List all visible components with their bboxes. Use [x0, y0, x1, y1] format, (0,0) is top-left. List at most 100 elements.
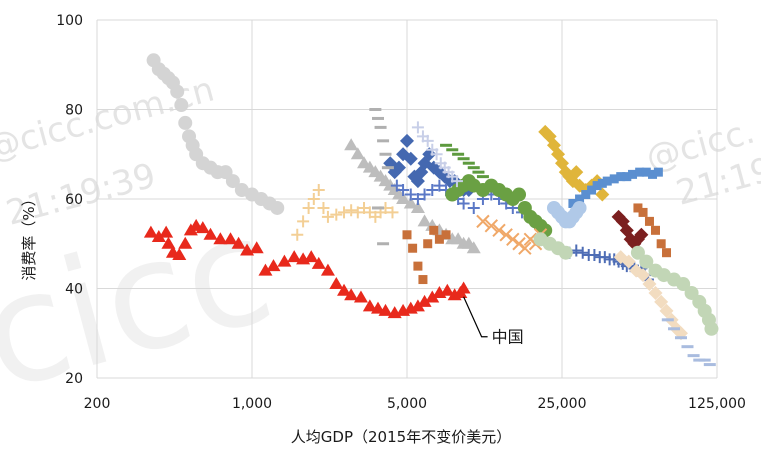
data-point-square: [413, 261, 423, 271]
data-point-triangle: [466, 241, 481, 254]
data-point-dash: [476, 175, 489, 179]
data-point-square: [418, 275, 428, 285]
data-point-triangle: [371, 301, 386, 314]
data-point-triangle: [143, 225, 158, 238]
data-point-triangle: [266, 259, 281, 272]
data-point-diamond: [654, 294, 669, 309]
data-point-triangle: [223, 232, 238, 245]
data-point-square: [609, 174, 619, 184]
data-point-square: [568, 198, 578, 208]
tick-labels: 20 40 60 80 100 200 1,000 5,000 25,000 125,000: [56, 13, 746, 412]
data-point-square: [441, 230, 451, 240]
data-point-plus: [317, 201, 330, 214]
data-point-dash: [661, 318, 674, 322]
data-point-plus: [351, 206, 364, 219]
data-point-triangle: [337, 283, 352, 296]
data-point-triangle: [344, 288, 359, 301]
data-point-triangle: [151, 230, 166, 243]
y-tick-label: 100: [56, 13, 83, 29]
data-point-plus: [321, 210, 334, 223]
data-point-cross: [492, 223, 506, 238]
data-point-triangle: [440, 283, 455, 296]
annotation-label: 中国: [492, 328, 524, 347]
data-point-circle: [225, 174, 240, 189]
data-point-dash: [668, 327, 681, 331]
data-point-circle: [639, 254, 654, 269]
data-point-triangle: [362, 299, 377, 312]
data-point-plus: [411, 121, 424, 134]
data-point-cross: [499, 228, 513, 242]
data-point-circle: [178, 115, 193, 130]
data-point-dash: [374, 125, 387, 129]
data-point-triangle: [378, 303, 393, 316]
data-point-dash: [472, 170, 485, 174]
data-point-diamond: [621, 254, 636, 269]
data-point-square: [592, 181, 602, 191]
data-point-square: [635, 167, 645, 177]
data-point-plus: [312, 184, 325, 197]
data-point-triangle: [403, 196, 418, 209]
x-tick-label: 125,000: [688, 396, 746, 412]
data-point-plus: [457, 197, 470, 210]
data-point-dash: [698, 358, 711, 362]
data-point-plus: [404, 188, 417, 201]
data-point-triangle: [329, 277, 344, 290]
data-point-plus: [588, 248, 601, 261]
data-point-diamond: [403, 151, 418, 166]
data-point-square: [581, 190, 591, 200]
data-point-triangle: [320, 263, 335, 276]
data-point-plus: [307, 193, 320, 205]
data-point-plus: [433, 179, 446, 192]
x-tick-label: 25,000: [538, 396, 587, 412]
data-point-square: [622, 172, 632, 182]
data-point-triangle: [410, 200, 425, 213]
data-point-circle: [630, 245, 645, 260]
data-point-plus: [397, 184, 410, 197]
data-point-plus: [390, 179, 403, 192]
data-point-diamond: [659, 303, 674, 318]
annotation-layer: 中国: [463, 296, 524, 347]
data-point-circle: [572, 200, 587, 215]
data-point-square: [575, 194, 585, 204]
data-point-circle: [170, 84, 185, 99]
annotation-leader-line: [463, 296, 488, 338]
data-point-dash: [372, 116, 385, 120]
x-axis-title: 人均GDP（2015年不变价美元）: [291, 428, 511, 446]
data-point-plus: [426, 184, 439, 197]
data-point-plus: [421, 134, 434, 147]
data-point-square: [633, 203, 643, 213]
data-point-diamond: [648, 285, 663, 300]
data-point-circle: [676, 277, 691, 292]
data-marks: [143, 53, 719, 367]
data-point-cross: [484, 219, 499, 233]
data-point-triangle: [456, 281, 471, 294]
data-point-circle: [512, 187, 527, 202]
data-point-triangle: [311, 256, 326, 269]
data-point-dash: [457, 157, 470, 161]
data-point-dash: [377, 242, 390, 246]
data-point-plus: [430, 148, 443, 161]
data-point-dash: [372, 206, 385, 210]
data-point-square: [423, 239, 433, 249]
data-point-plus: [411, 193, 424, 205]
data-point-square: [616, 172, 626, 182]
y-axis-title: 消费率（%）: [20, 191, 38, 280]
y-tick-label: 20: [65, 371, 83, 387]
data-point-triangle: [417, 294, 432, 307]
data-point-plus: [297, 215, 310, 228]
data-point-square: [402, 230, 412, 240]
data-point-triangle: [258, 263, 273, 276]
data-point-dash: [379, 152, 392, 156]
data-point-cross: [476, 214, 490, 229]
data-point-square: [628, 169, 638, 179]
data-point-diamond: [634, 227, 649, 242]
data-point-cross: [506, 232, 520, 246]
data-point-square: [650, 225, 660, 235]
data-point-triangle: [161, 236, 176, 249]
data-point-dash: [674, 336, 687, 340]
data-point-dash: [446, 148, 459, 152]
data-point-triangle: [350, 147, 365, 160]
y-tick-label: 80: [65, 103, 83, 119]
